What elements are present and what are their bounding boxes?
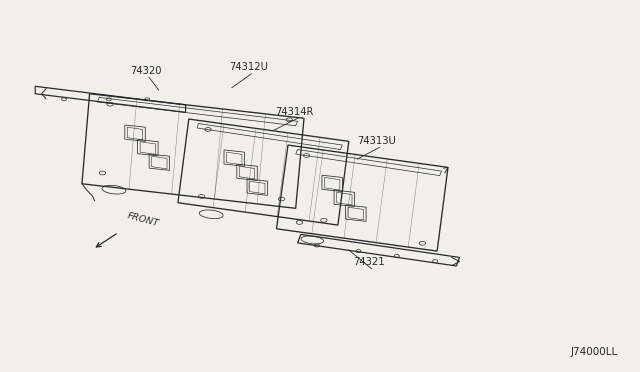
Text: 74313U: 74313U: [357, 136, 396, 145]
Text: 74321: 74321: [353, 257, 385, 267]
Text: J74000LL: J74000LL: [570, 347, 618, 356]
Text: FRONT: FRONT: [127, 212, 161, 229]
Text: 74314R: 74314R: [275, 107, 314, 116]
Text: 74320: 74320: [130, 66, 162, 76]
Text: 74312U: 74312U: [229, 62, 268, 72]
